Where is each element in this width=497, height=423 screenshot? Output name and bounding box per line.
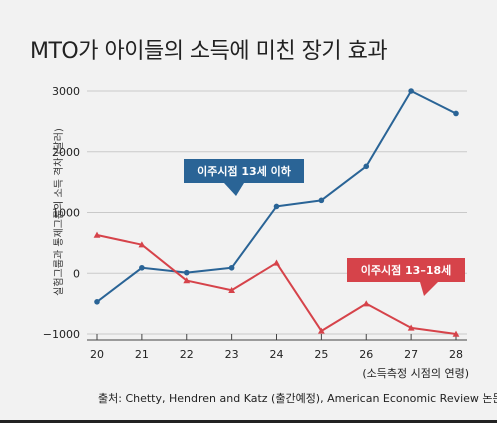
x-tick-label: 20 (90, 348, 104, 361)
data-point (362, 300, 370, 307)
series-legend-label-1: 이주시점 13–18세 (361, 263, 452, 277)
data-point (408, 88, 414, 94)
y-tick-label: 3000 (52, 85, 80, 98)
data-point (139, 264, 145, 271)
x-tick-label: 24 (270, 348, 284, 361)
data-point (363, 163, 370, 170)
x-axis-label: (소득측정 시점의 연령) (362, 367, 469, 380)
x-tick-label: 27 (404, 348, 418, 361)
data-point (183, 269, 190, 276)
x-tick-label: 25 (314, 348, 328, 361)
x-tick-label: 26 (359, 348, 373, 361)
data-point (228, 264, 235, 271)
chart-title: MTO가 아이들의 소득에 미친 장기 효과 (30, 39, 388, 64)
x-tick-label: 22 (180, 348, 194, 361)
y-tick-label: −1000 (43, 328, 80, 341)
data-point (453, 110, 459, 117)
data-point (317, 327, 325, 334)
bottom-rule (0, 420, 497, 423)
callout-pointer-1 (420, 282, 438, 296)
x-tick-label: 28 (449, 348, 463, 361)
series-line-1 (96, 234, 457, 335)
grid-lines (87, 90, 467, 335)
x-tick-label: 21 (135, 348, 149, 361)
line-chart: −1000 0 1000 2000 3000 20 21 22 23 24 25 26 27 28 실험그… (43, 85, 469, 380)
source-note: 출처: Chetty, Hendren and Katz (출간예정), Ame… (98, 392, 497, 405)
axes: −1000 0 1000 2000 3000 20 21 22 23 24 25 26 27 28 (43, 85, 467, 361)
data-point (228, 286, 236, 293)
data-point (93, 231, 101, 238)
data-point (318, 197, 325, 204)
data-point (273, 259, 280, 266)
x-tick-label: 23 (225, 348, 239, 361)
y-tick-label: 2000 (52, 146, 80, 159)
data-point (183, 277, 191, 284)
series-lines (93, 88, 460, 337)
series-legend-label-0: 이주시점 13세 이하 (197, 164, 292, 178)
callout-pointer-0 (224, 183, 244, 196)
data-point (94, 299, 100, 305)
data-point (138, 241, 146, 248)
data-point (452, 330, 460, 337)
data-point (407, 324, 415, 331)
y-axis-label: 실험그룹과 통제그룹의 소득 격차 (달러) (52, 128, 65, 296)
callout-box-1 (347, 258, 465, 282)
y-tick-label: 0 (73, 267, 80, 280)
data-point (273, 203, 280, 210)
callout-box-0 (184, 159, 304, 183)
y-tick-label: 1000 (52, 207, 80, 220)
